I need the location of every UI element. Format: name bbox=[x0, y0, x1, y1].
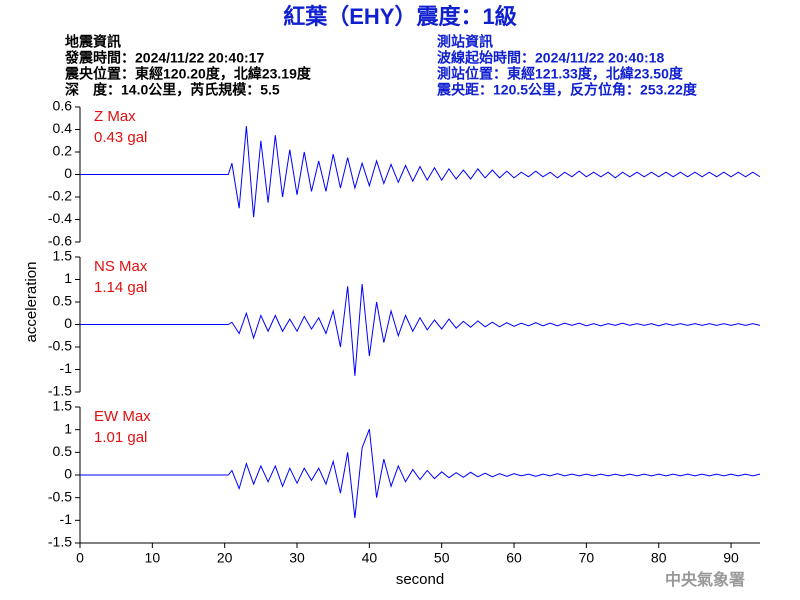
y-tick-label: 1.5 bbox=[53, 398, 73, 414]
x-axis-label: second bbox=[396, 571, 444, 588]
waveform bbox=[80, 126, 761, 218]
y-tick-label: -0.4 bbox=[48, 210, 72, 226]
info-right: 測站資訊 bbox=[437, 34, 493, 50]
y-tick-label: 0.4 bbox=[53, 120, 73, 136]
info-left: 深 度：14.0公里，芮氏規模：5.5 bbox=[65, 82, 280, 98]
y-tick-label: 0.6 bbox=[53, 98, 73, 114]
y-tick-label: -1 bbox=[60, 511, 73, 527]
x-tick-label: 90 bbox=[723, 550, 739, 566]
y-tick-label: -0.2 bbox=[48, 188, 72, 204]
info-left: 發震時間：2024/11/22 20:40:17 bbox=[64, 50, 264, 66]
y-tick-label: 0 bbox=[64, 165, 72, 181]
annotation: NS Max bbox=[94, 258, 148, 275]
annotation: 1.01 gal bbox=[94, 429, 147, 446]
y-tick-label: -0.6 bbox=[48, 233, 72, 249]
x-tick-label: 60 bbox=[506, 550, 522, 566]
chart-title: 紅葉（EHY）震度：1級 bbox=[283, 4, 516, 29]
y-tick-label: -0.5 bbox=[48, 488, 72, 504]
x-tick-label: 70 bbox=[579, 550, 595, 566]
waveform bbox=[80, 283, 761, 376]
y-axis-label: acceleration bbox=[23, 262, 40, 343]
annotation: 0.43 gal bbox=[94, 129, 147, 146]
watermark: 中央氣象署 bbox=[665, 570, 745, 589]
waveform bbox=[80, 429, 761, 519]
annotation: EW Max bbox=[94, 408, 151, 425]
x-tick-label: 0 bbox=[76, 550, 84, 566]
y-tick-label: 0.5 bbox=[53, 293, 73, 309]
info-right: 震央距：120.5公里，反方位角：253.22度 bbox=[436, 82, 698, 98]
y-tick-label: 1 bbox=[64, 270, 72, 286]
x-tick-label: 80 bbox=[651, 550, 667, 566]
x-tick-label: 10 bbox=[145, 550, 161, 566]
y-tick-label: -0.5 bbox=[48, 338, 72, 354]
y-tick-label: 0 bbox=[64, 466, 72, 482]
y-tick-label: -1.5 bbox=[48, 534, 72, 550]
annotation: 1.14 gal bbox=[94, 279, 147, 296]
info-left: 震央位置：東經120.20度，北緯23.19度 bbox=[64, 66, 312, 82]
info-left: 地震資訊 bbox=[65, 34, 121, 50]
y-tick-label: 1.5 bbox=[53, 248, 73, 264]
y-tick-label: -1.5 bbox=[48, 383, 72, 399]
y-tick-label: -1 bbox=[60, 360, 73, 376]
x-tick-label: 50 bbox=[434, 550, 450, 566]
y-tick-label: 0.2 bbox=[53, 143, 73, 159]
annotation: Z Max bbox=[94, 108, 136, 125]
y-tick-label: 0.5 bbox=[53, 443, 73, 459]
x-tick-label: 30 bbox=[289, 550, 305, 566]
info-right: 測站位置：東經121.33度，北緯23.50度 bbox=[437, 66, 684, 82]
y-tick-label: 1 bbox=[64, 420, 72, 436]
info-right: 波線起始時間：2024/11/22 20:40:18 bbox=[437, 50, 664, 66]
y-tick-label: 0 bbox=[64, 315, 72, 331]
x-tick-label: 20 bbox=[217, 550, 233, 566]
x-tick-label: 40 bbox=[362, 550, 378, 566]
